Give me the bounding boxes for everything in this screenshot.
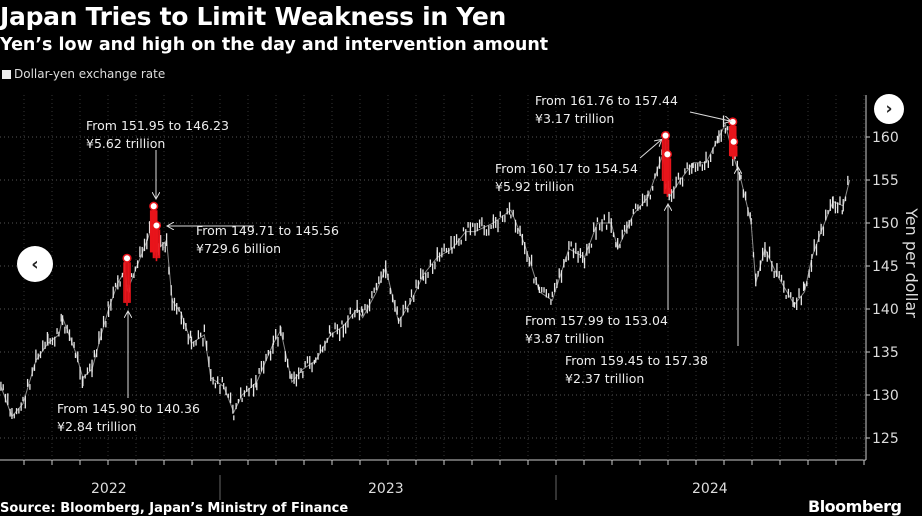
intervention-marker (151, 220, 162, 231)
annotation-range: From 160.17 to 154.54 (495, 161, 638, 176)
bloomberg-logo: Bloomberg (808, 497, 902, 516)
annotation-1: From 145.90 to 140.36 ¥2.84 trillion (57, 400, 200, 436)
next-chart-button[interactable]: › (874, 94, 904, 124)
annotation-range: From 149.71 to 145.56 (196, 223, 339, 238)
x-tick-label: 2022 (91, 481, 127, 497)
annotation-2: From 151.95 to 146.23 ¥5.62 trillion (86, 117, 229, 153)
legend: Dollar-yen exchange rate (2, 67, 165, 81)
intervention-marker (660, 130, 671, 141)
annotation-range: From 145.90 to 140.36 (57, 401, 200, 416)
annotation-amount: ¥729.6 billion (196, 241, 282, 256)
y-tick-label: 140 (872, 302, 899, 318)
annotation-amount: ¥5.62 trillion (86, 136, 166, 151)
annotation-range: From 161.76 to 157.44 (535, 93, 678, 108)
annotation-range: From 157.99 to 153.04 (525, 313, 668, 328)
annotation-6: From 161.76 to 157.44 ¥3.17 trillion (535, 92, 678, 128)
annotation-amount: ¥3.17 trillion (535, 111, 615, 126)
legend-label: Dollar-yen exchange rate (14, 67, 166, 81)
annotation-5: From 157.99 to 153.04 ¥3.87 trillion (525, 312, 668, 348)
x-tick-label: 2023 (368, 481, 404, 497)
chart-subtitle: Yen’s low and high on the day and interv… (0, 35, 549, 55)
y-tick-label: 160 (872, 130, 899, 146)
y-tick-label: 150 (872, 216, 899, 232)
y-tick-label: 135 (872, 345, 899, 361)
annotation-4: From 160.17 to 154.54 ¥5.92 trillion (495, 160, 638, 196)
y-tick-label: 145 (872, 259, 899, 275)
annotation-3: From 149.71 to 145.56 ¥729.6 billion (196, 222, 339, 258)
y-axis-label: Yen per dollar (902, 208, 921, 318)
annotation-range: From 151.95 to 146.23 (86, 118, 229, 133)
intervention-marker (662, 149, 672, 159)
chevron-left-icon: ‹ (31, 253, 39, 275)
annotation-amount: ¥5.92 trillion (495, 179, 575, 194)
annotation-7: From 159.45 to 157.38 ¥2.37 trillion (565, 352, 708, 388)
annotation-range: From 159.45 to 157.38 (565, 353, 708, 368)
chevron-right-icon: › (885, 99, 893, 119)
annotation-amount: ¥2.37 trillion (565, 371, 645, 386)
y-tick-label: 155 (872, 173, 899, 189)
intervention-marker (122, 253, 132, 263)
y-tick-label: 125 (872, 431, 899, 447)
x-tick-label: 2024 (692, 481, 728, 497)
source-note: Source: Bloomberg, Japan’s Ministry of F… (0, 501, 349, 516)
intervention-marker (728, 117, 738, 127)
y-tick-label: 130 (872, 388, 899, 404)
annotation-amount: ¥3.87 trillion (525, 331, 605, 346)
previous-chart-button[interactable]: ‹ (17, 246, 53, 282)
intervention-marker (149, 201, 159, 211)
intervention-marker (729, 137, 739, 147)
annotation-arrow (639, 140, 661, 159)
annotation-amount: ¥2.84 trillion (57, 419, 137, 434)
annotation-arrow (689, 111, 730, 121)
chart-title: Japan Tries to Limit Weakness in Yen (0, 2, 506, 31)
legend-swatch (2, 69, 11, 79)
